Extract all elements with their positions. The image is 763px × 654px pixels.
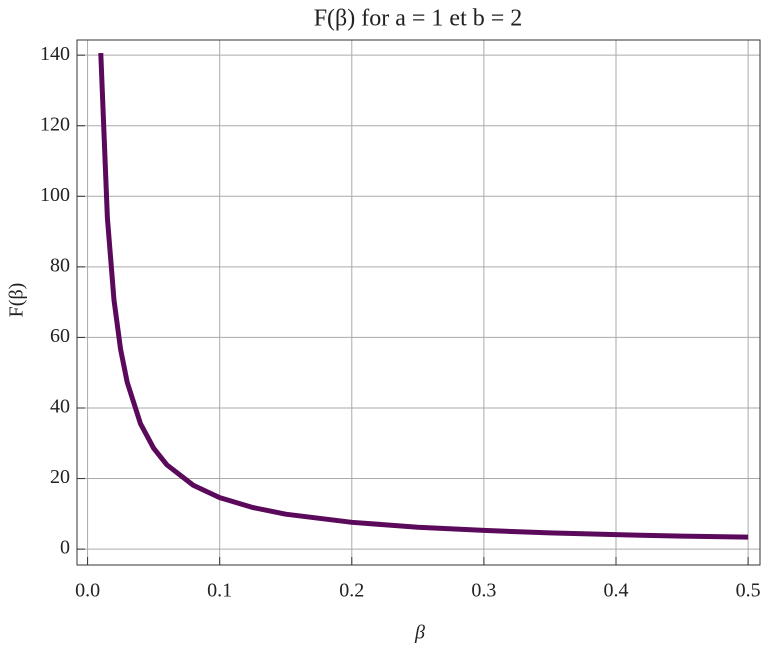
y-axis-label: F(β) xyxy=(6,283,28,318)
y-tick-label: 80 xyxy=(50,254,70,276)
y-tick-label: 100 xyxy=(40,184,70,206)
x-axis-label: β xyxy=(414,622,425,644)
y-tick-label: 20 xyxy=(50,466,70,488)
y-tick-label: 120 xyxy=(40,113,70,135)
line-series xyxy=(98,52,749,540)
x-tick-label: 0.0 xyxy=(75,580,100,602)
y-tick-label: 40 xyxy=(50,396,70,418)
x-tick-label: 0.4 xyxy=(604,580,629,602)
y-tick-label: 0 xyxy=(60,537,70,559)
plot-frame xyxy=(76,39,761,566)
x-tick-label: 0.3 xyxy=(471,580,496,602)
x-tick-label: 0.2 xyxy=(339,580,364,602)
x-tick-label: 0.1 xyxy=(207,580,232,602)
y-tick-label: 60 xyxy=(50,325,70,347)
chart-title: F(β) for a = 1 et b = 2 xyxy=(314,6,523,32)
x-tick-label: 0.5 xyxy=(736,580,761,602)
y-tick-label: 140 xyxy=(40,43,70,65)
